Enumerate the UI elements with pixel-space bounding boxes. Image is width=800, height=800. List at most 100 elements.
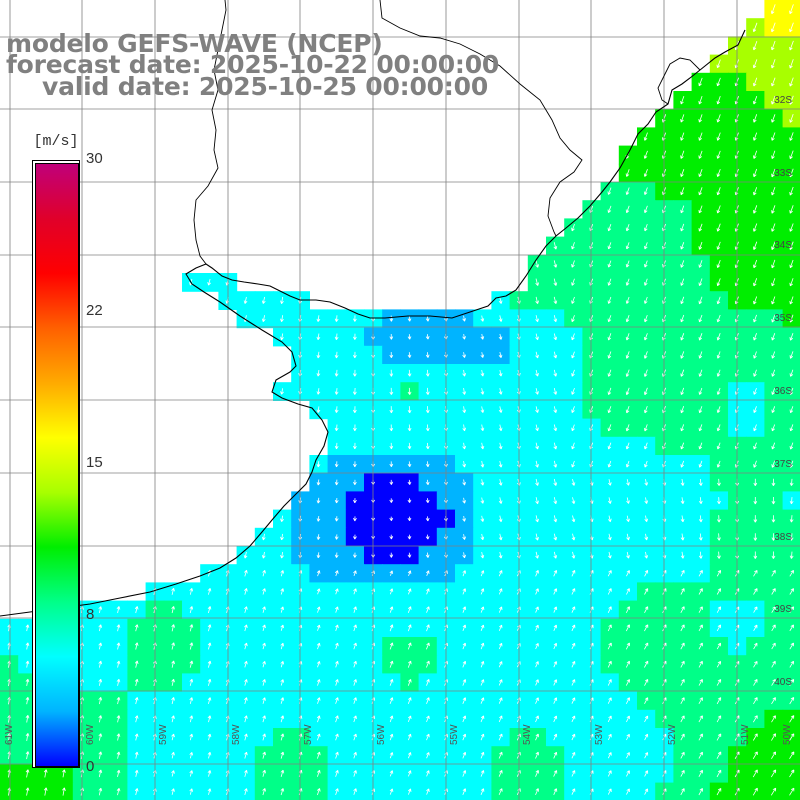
wind-arrow <box>553 351 558 359</box>
wind-arrow <box>389 442 394 450</box>
wind-arrow <box>607 369 612 377</box>
wind-cell <box>618 564 638 583</box>
wind-arrow <box>280 606 284 613</box>
wind-arrow <box>207 751 212 759</box>
wind-cell <box>746 728 765 747</box>
wind-arrow <box>189 588 194 595</box>
wind-arrow <box>698 77 703 87</box>
wind-arrow <box>571 751 576 759</box>
wind-cell <box>728 709 747 729</box>
wind-arrow <box>243 296 248 304</box>
wind-cell <box>600 709 620 729</box>
wind-arrow <box>644 624 649 632</box>
wind-arrow <box>98 606 103 613</box>
wind-arrow <box>498 715 503 723</box>
wind-arrow <box>625 260 630 268</box>
wind-arrow <box>553 697 558 704</box>
wind-cell <box>746 582 765 602</box>
wind-arrow <box>480 788 485 795</box>
wind-cell <box>764 673 784 693</box>
wind-arrow <box>535 497 539 505</box>
wind-arrow <box>571 588 576 595</box>
wind-arrow <box>571 296 575 304</box>
wind-arrow <box>752 22 758 33</box>
wind-arrow <box>716 369 721 377</box>
wind-arrow <box>462 315 466 322</box>
wind-arrow <box>389 788 394 795</box>
wind-cell <box>691 564 711 583</box>
wind-cell <box>709 600 729 620</box>
wind-arrow <box>571 715 576 723</box>
wind-arrow <box>789 733 795 741</box>
wind-arrow <box>407 606 412 613</box>
wind-arrow <box>680 770 685 777</box>
wind-arrow <box>280 642 284 650</box>
wind-arrow <box>535 278 539 286</box>
wind-arrow <box>498 315 503 322</box>
wind-arrow <box>553 642 557 650</box>
wind-arrow <box>680 351 685 359</box>
wind-cell <box>564 637 583 656</box>
wind-arrow <box>607 770 612 777</box>
wind-arrow <box>608 551 612 559</box>
wind-cell <box>637 746 656 765</box>
wind-arrow <box>134 678 139 686</box>
wind-cell <box>728 746 747 765</box>
wind-arrow <box>189 770 194 777</box>
wind-arrow <box>644 588 649 595</box>
wind-arrow <box>189 642 194 650</box>
wind-cell <box>600 564 620 583</box>
wind-arrow <box>680 242 685 250</box>
wind-arrow <box>407 424 412 432</box>
wind-arrow <box>261 551 266 559</box>
wind-arrow <box>698 369 703 377</box>
wind-arrow <box>171 587 175 595</box>
wind-arrow <box>771 241 776 251</box>
wind-arrow <box>480 515 485 522</box>
wind-arrow <box>625 205 630 214</box>
wind-arrow <box>480 588 485 595</box>
wind-arrow <box>207 588 212 595</box>
wind-arrow <box>571 387 575 395</box>
wind-cell <box>637 709 656 729</box>
wind-arrow <box>335 660 339 668</box>
wind-arrow <box>752 787 758 796</box>
wind-arrow <box>698 114 703 123</box>
wind-arrow <box>698 733 703 741</box>
wind-arrow <box>407 570 412 577</box>
wind-arrow <box>716 205 721 214</box>
wind-arrow <box>553 315 558 323</box>
wind-arrow <box>753 697 758 705</box>
wind-arrow <box>389 333 394 340</box>
wind-arrow <box>716 406 721 414</box>
wind-cell <box>691 600 711 620</box>
wind-arrow <box>716 715 722 723</box>
wind-arrow <box>25 678 30 686</box>
wind-cell <box>600 673 620 693</box>
wind-arrow <box>244 733 248 741</box>
wind-arrow <box>134 660 139 668</box>
wind-arrow <box>171 642 175 650</box>
wind-arrow <box>261 296 266 304</box>
wind-arrow <box>498 296 503 304</box>
wind-arrow <box>389 660 394 668</box>
wind-arrow <box>680 114 685 123</box>
wind-arrow <box>753 406 757 414</box>
wind-arrow <box>207 715 212 723</box>
wind-arrow <box>698 241 703 250</box>
wind-arrow <box>353 498 357 504</box>
wind-arrow <box>753 642 758 650</box>
wind-arrow <box>625 424 630 432</box>
wind-arrow <box>753 296 758 305</box>
wind-arrow <box>480 679 485 686</box>
wind-arrow <box>698 478 703 486</box>
wind-arrow <box>680 733 685 741</box>
wind-arrow <box>771 679 776 686</box>
wind-arrow <box>644 569 649 577</box>
wind-arrow <box>462 697 467 704</box>
wind-arrow <box>789 678 795 686</box>
lon-label: 53W <box>594 724 605 745</box>
wind-arrow <box>498 769 503 777</box>
wind-arrow <box>716 606 721 613</box>
wind-arrow <box>571 660 576 668</box>
